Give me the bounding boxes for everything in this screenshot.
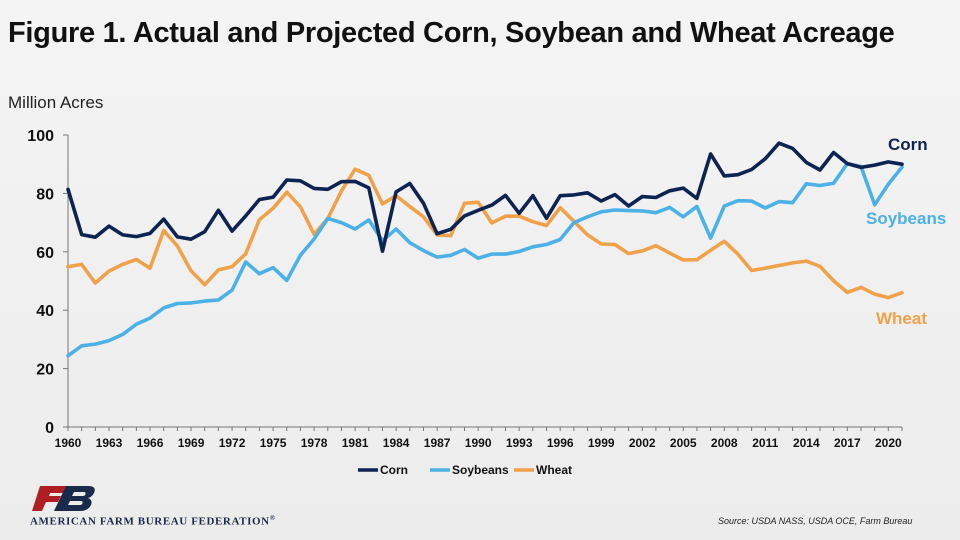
series-label-wheat: Wheat	[876, 309, 927, 328]
y-tick-label: 60	[36, 245, 54, 262]
organization-name: AMERICAN FARM BUREAU FEDERATION®	[30, 514, 276, 528]
x-tick-label: 1981	[342, 436, 369, 450]
series-line-corn	[66, 141, 904, 253]
x-tick-label: 2017	[834, 436, 861, 450]
farm-bureau-logo-icon	[32, 486, 95, 511]
x-tick-label: 1978	[301, 436, 328, 450]
x-tick-label: 1966	[137, 436, 164, 450]
x-tick-label: 2005	[670, 436, 697, 450]
source-note: Source: USDA NASS, USDA OCE, Farm Bureau	[718, 516, 913, 526]
x-tick-label: 1996	[547, 436, 574, 450]
x-tick-label: 2011	[752, 436, 778, 450]
x-tick-label: 1960	[55, 436, 82, 450]
y-tick-label: 0	[45, 420, 54, 437]
x-tick-label: 1975	[260, 436, 287, 450]
x-tick-label: 1972	[219, 436, 246, 450]
x-tick-label: 2008	[711, 436, 738, 450]
chart-series-lines	[66, 141, 904, 358]
series-line-wheat	[66, 167, 904, 300]
chart-title: Figure 1. Actual and Projected Corn, Soy…	[8, 17, 895, 49]
x-tick-label: 2014	[793, 436, 820, 450]
x-tick-label: 1990	[465, 436, 492, 450]
series-label-soybeans: Soybeans	[866, 209, 946, 228]
x-tick-label: 1987	[424, 436, 451, 450]
series-label-corn: Corn	[888, 135, 928, 154]
x-tick-label: 1993	[506, 436, 533, 450]
legend-label-soybeans: Soybeans	[452, 463, 509, 477]
legend-label-corn: Corn	[380, 463, 408, 477]
x-tick-label: 1969	[178, 436, 205, 450]
chart-series-labels: Corn Soybeans Wheat	[866, 135, 946, 328]
x-tick-label: 2002	[629, 436, 656, 450]
y-tick-label: 20	[36, 362, 54, 379]
legend-label-wheat: Wheat	[536, 463, 572, 477]
y-axis-unit-label: Million Acres	[8, 93, 104, 112]
chart-axes: 0 20 40 60 80 100 1960 1963 1966 1969 1972 1975 1978…	[27, 128, 903, 450]
x-tick-label: 1984	[383, 436, 410, 450]
x-tick-label: 2020	[875, 436, 902, 450]
x-tick-label: 1963	[96, 436, 123, 450]
x-tick-label: 1999	[588, 436, 615, 450]
series-line-soybeans	[66, 161, 904, 358]
y-tick-label: 100	[27, 128, 54, 145]
y-tick-label: 40	[36, 303, 54, 320]
y-tick-label: 80	[36, 186, 54, 203]
chart-legend: Corn Soybeans Wheat	[358, 463, 572, 477]
